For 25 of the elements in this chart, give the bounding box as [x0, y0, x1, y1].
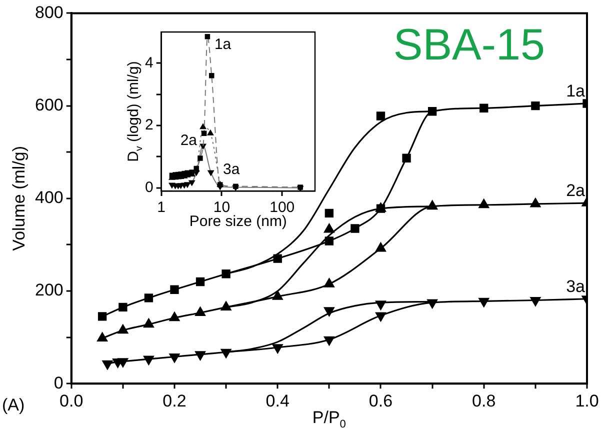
y-tick-label: 800 — [34, 2, 64, 22]
x-tick-label: 1 — [157, 199, 166, 216]
text: (A) — [2, 395, 25, 414]
y-tick-label: 400 — [34, 188, 64, 208]
y-axis-title: Dv (logd) (ml/g) — [125, 61, 145, 162]
x-tick-label: 0.2 — [162, 391, 186, 410]
series-label: 2a — [566, 181, 586, 200]
x-tick-label: 0.6 — [368, 391, 393, 410]
y-axis-title: Volume (ml/g) — [10, 146, 29, 251]
y-tick-label: 0 — [54, 373, 64, 392]
x-tick-label: 1.0 — [575, 391, 599, 410]
y-tick-label: 200 — [34, 280, 64, 300]
series-label: 1a — [214, 36, 232, 53]
series-label: 1a — [566, 82, 586, 101]
y-tick-label: 0 — [145, 179, 154, 196]
y-tick-label: 4 — [145, 54, 154, 72]
series-label: 3a — [223, 160, 240, 178]
series-label: 2a — [180, 132, 198, 150]
x-tick-label: 0.0 — [60, 391, 84, 410]
y-tick-label: 2 — [145, 116, 154, 134]
annotation: SBA-15 — [393, 20, 545, 70]
y-tick-label: 600 — [34, 95, 64, 114]
x-tick-label: 0.8 — [472, 391, 496, 410]
x-tick-label: 0.4 — [266, 391, 290, 410]
series-label: 3a — [566, 277, 586, 296]
